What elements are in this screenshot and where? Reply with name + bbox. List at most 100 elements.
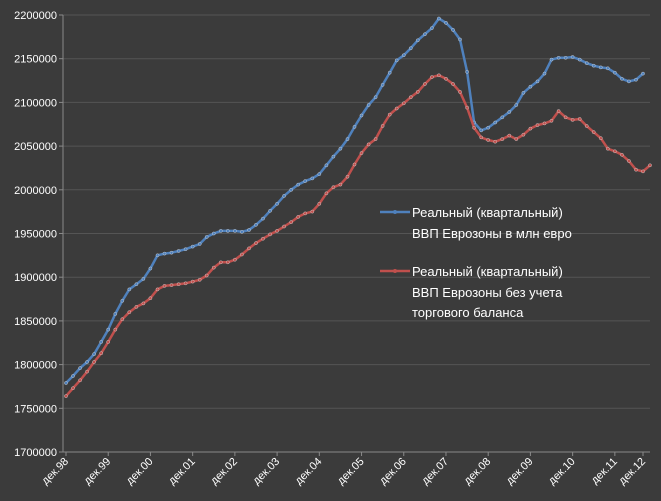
data-point [641,169,645,174]
data-point [148,296,153,301]
data-point [500,137,505,141]
data-point [570,118,575,122]
data-point [134,305,139,309]
data-point [415,90,420,94]
data-point [261,236,265,241]
data-point [556,56,561,60]
y-tick-label: 1900000 [14,272,57,284]
data-point [162,284,167,288]
y-tick-label: 1700000 [14,447,57,459]
legend-label-red-line1: Реальный (квартальный) [412,264,563,279]
series-0 [64,16,645,385]
data-point [584,124,589,128]
data-point [296,215,301,219]
series-lines [64,16,652,398]
data-point [240,252,244,257]
data-point [401,101,406,106]
y-tick-label: 1950000 [14,229,57,241]
data-point [352,125,357,129]
y-tick-label: 2000000 [14,185,57,197]
data-point [549,119,554,123]
data-point [373,137,378,141]
data-point [563,56,568,60]
data-point [627,79,631,84]
data-point [190,244,195,249]
data-point [423,82,427,86]
data-point [282,224,286,229]
y-tick-label: 2050000 [14,141,57,153]
data-point [613,70,617,75]
data-point [92,360,96,364]
data-point [247,228,251,232]
data-point [169,250,174,255]
data-point [577,117,582,121]
data-point [190,279,195,284]
data-point [528,126,533,131]
data-point [85,360,89,364]
data-point [366,103,371,107]
data-point [408,95,413,99]
data-point [64,381,68,385]
data-point [141,277,146,281]
data-point [514,137,519,141]
data-point [261,216,265,221]
data-point [556,109,561,113]
data-point [465,105,469,110]
data-point [197,277,202,282]
data-point [317,201,322,206]
data-point [303,211,308,216]
legend-label-red-line2: ВВП Еврозоны без учета [412,285,563,300]
data-point [275,229,279,233]
data-point [331,185,336,189]
data-point [324,191,329,196]
data-point [613,149,617,154]
data-point [486,138,491,142]
data-point [275,201,279,206]
data-point [535,123,540,127]
data-point [634,167,638,172]
data-point [296,182,301,187]
data-point [606,66,610,71]
y-tick-label: 2100000 [14,97,57,109]
data-point [233,229,237,233]
data-point [620,152,624,157]
data-point [268,208,272,213]
data-point [444,77,448,81]
data-point [176,282,181,287]
data-point [85,369,89,374]
legend-label-blue-line1: Реальный (квартальный) [412,205,563,220]
legend-marker-blue [393,210,397,214]
data-point [92,352,96,356]
legend-marker-red [393,269,397,273]
data-point [310,209,315,214]
data-point [127,287,132,292]
y-tick-label: 2150000 [14,54,57,66]
data-point [479,128,484,133]
data-point [627,159,631,163]
data-point [71,374,75,378]
data-point [479,135,484,140]
data-point [127,310,132,315]
y-tick-label: 1800000 [14,360,57,372]
data-point [211,231,216,236]
data-point [380,124,385,128]
data-point [521,91,526,95]
data-point [542,71,547,76]
data-point [99,340,103,344]
data-point [99,351,103,356]
gridlines [63,14,650,409]
data-point [225,229,230,233]
y-tick-label: 2200000 [14,10,57,22]
y-axis-ticks: 1700000 1750000 1800000 1850000 1900000 19500… [14,10,63,459]
data-point [78,366,82,370]
y-tick-label: 1850000 [14,316,57,328]
data-point [584,61,589,65]
y-tick-label: 1750000 [14,403,57,415]
data-point [240,229,244,234]
data-point [500,115,505,120]
data-point [338,146,343,151]
data-point [549,57,554,62]
data-point [345,174,350,179]
